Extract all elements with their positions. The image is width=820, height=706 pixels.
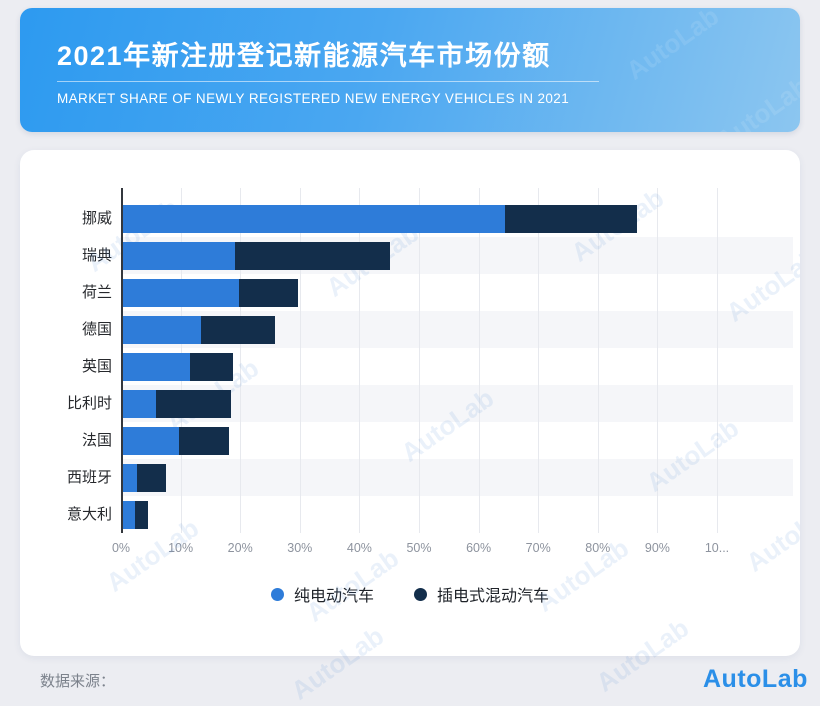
gridline bbox=[657, 188, 659, 533]
bar-segment-bev bbox=[121, 278, 239, 307]
x-tick-label: 40% bbox=[346, 541, 372, 555]
brand-logo: AutoLab bbox=[703, 665, 808, 693]
gridline bbox=[240, 188, 242, 533]
bar-segment-bev bbox=[121, 389, 156, 418]
bar-segment-phev bbox=[134, 500, 148, 529]
x-tick-label: 80% bbox=[585, 541, 611, 555]
legend: 纯电动汽车 插电式混动汽车 bbox=[20, 582, 800, 606]
chart-row bbox=[121, 426, 230, 455]
category-label: 德国 bbox=[81, 320, 112, 338]
bar-segment-phev bbox=[239, 278, 298, 307]
row-stripe bbox=[121, 385, 793, 422]
category-label: 荷兰 bbox=[81, 283, 112, 301]
gridline bbox=[478, 188, 480, 533]
gridline bbox=[538, 188, 540, 533]
chart-row bbox=[121, 352, 234, 381]
y-axis-line bbox=[121, 188, 123, 533]
x-tick-label: 60% bbox=[466, 541, 492, 555]
chart-row bbox=[121, 500, 148, 529]
header-card: 2021年新注册登记新能源汽车市场份额 MARKET SHARE OF NEWL… bbox=[20, 8, 800, 132]
legend-label-phev: 插电式混动汽车 bbox=[437, 588, 550, 605]
legend-dot-phev-icon bbox=[414, 587, 427, 601]
x-tick-label: 30% bbox=[287, 541, 313, 555]
bar-segment-bev bbox=[121, 315, 202, 344]
gridline bbox=[419, 188, 420, 533]
legend-label-bev: 纯电动汽车 bbox=[293, 588, 374, 605]
bar-segment-phev bbox=[190, 352, 234, 381]
title-divider bbox=[57, 81, 599, 82]
bar-segment-bev bbox=[121, 204, 506, 233]
bar-segment-bev bbox=[121, 241, 235, 270]
gridline bbox=[597, 188, 599, 533]
bar-segment-bev bbox=[121, 426, 179, 455]
x-tick-label: 90% bbox=[644, 541, 670, 555]
bar-segment-phev bbox=[505, 204, 637, 233]
gridline bbox=[359, 188, 361, 533]
chart-row bbox=[121, 463, 167, 492]
x-tick-label: 70% bbox=[525, 541, 551, 555]
category-label: 比利时 bbox=[66, 394, 112, 412]
chart-row bbox=[121, 315, 276, 344]
page-subtitle: MARKET SHARE OF NEWLY REGISTERED NEW ENE… bbox=[57, 91, 570, 106]
x-tick-label: 10% bbox=[168, 541, 194, 555]
chart-card: 挪威瑞典荷兰德国英国比利时法国西班牙意大利 0% 10% 20% 30% 40% 50% 6… bbox=[20, 150, 800, 656]
watermark-text: AutoLab bbox=[710, 70, 800, 132]
x-tick-label: 0% bbox=[111, 541, 131, 555]
x-tick-label: 50% bbox=[406, 541, 432, 555]
category-label: 法国 bbox=[81, 431, 112, 449]
category-label: 英国 bbox=[81, 357, 112, 375]
legend-item-bev: 纯电动汽车 bbox=[270, 582, 374, 606]
watermark-text: AutoLab bbox=[620, 8, 725, 86]
bar-segment-bev bbox=[121, 463, 138, 492]
category-label: 瑞典 bbox=[81, 246, 112, 264]
gridline bbox=[717, 188, 718, 533]
chart-row bbox=[121, 278, 298, 307]
row-stripe bbox=[121, 459, 793, 496]
x-tick-label: 20% bbox=[227, 541, 253, 555]
plot-area bbox=[121, 188, 793, 533]
bar-segment-phev bbox=[234, 241, 390, 270]
bar-segment-phev bbox=[155, 389, 232, 418]
legend-dot-bev-icon bbox=[270, 587, 284, 601]
category-label: 意大利 bbox=[66, 505, 112, 523]
chart-row bbox=[121, 389, 232, 418]
bar-segment-bev bbox=[121, 352, 191, 381]
category-label: 西班牙 bbox=[66, 468, 112, 486]
chart-row bbox=[121, 241, 390, 270]
bar-segment-phev bbox=[178, 426, 230, 455]
chart-row bbox=[121, 204, 637, 233]
bar-segment-phev bbox=[201, 315, 276, 344]
category-label: 挪威 bbox=[81, 209, 112, 227]
page-title: 2021年新注册登记新能源汽车市场份额 bbox=[57, 41, 551, 71]
legend-item-phev: 插电式混动汽车 bbox=[414, 582, 549, 606]
bar-segment-bev bbox=[121, 500, 135, 529]
x-tick-label: 10... bbox=[704, 541, 730, 555]
gridline bbox=[299, 188, 301, 533]
bar-segment-phev bbox=[137, 463, 167, 492]
data-source-note: 数据来源： bbox=[40, 673, 116, 690]
